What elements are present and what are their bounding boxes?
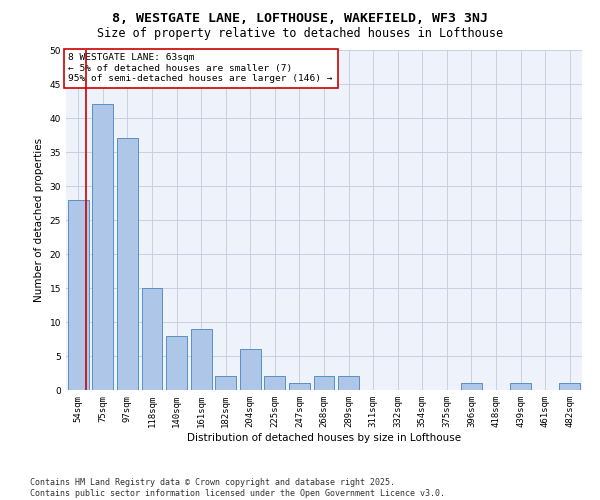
Bar (117, 138, 138, 390)
Bar (265, 376, 286, 390)
Bar (510, 383, 531, 390)
Bar (338, 376, 359, 390)
Bar (559, 383, 580, 390)
Text: 8, WESTGATE LANE, LOFTHOUSE, WAKEFIELD, WF3 3NJ: 8, WESTGATE LANE, LOFTHOUSE, WAKEFIELD, … (112, 12, 488, 26)
Bar (68, 200, 89, 390)
Text: 8 WESTGATE LANE: 63sqm
← 5% of detached houses are smaller (7)
95% of semi-detac: 8 WESTGATE LANE: 63sqm ← 5% of detached … (68, 54, 333, 83)
Bar (92, 104, 113, 390)
Bar (240, 349, 261, 390)
Bar (461, 383, 482, 390)
Bar (191, 329, 212, 390)
Text: Size of property relative to detached houses in Lofthouse: Size of property relative to detached ho… (97, 28, 503, 40)
Y-axis label: Number of detached properties: Number of detached properties (34, 138, 44, 302)
Bar (314, 376, 334, 390)
Bar (142, 288, 163, 390)
Bar (166, 336, 187, 390)
Bar (289, 383, 310, 390)
Text: Contains HM Land Registry data © Crown copyright and database right 2025.
Contai: Contains HM Land Registry data © Crown c… (30, 478, 445, 498)
Bar (215, 376, 236, 390)
X-axis label: Distribution of detached houses by size in Lofthouse: Distribution of detached houses by size … (187, 432, 461, 442)
